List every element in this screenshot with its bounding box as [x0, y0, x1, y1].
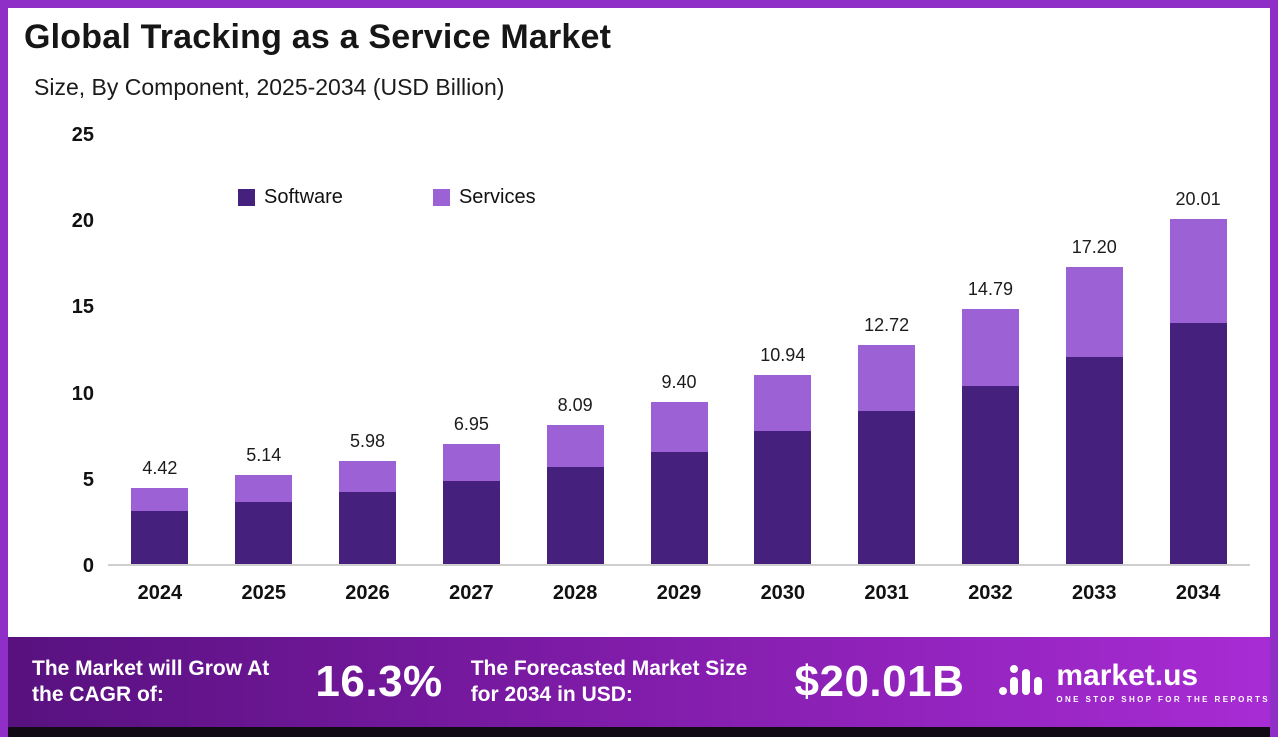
bar-segment-services — [339, 460, 397, 492]
bar-segment-services — [858, 344, 916, 411]
chart-subtitle: Size, By Component, 2025-2034 (USD Billi… — [34, 74, 505, 100]
y-tick-label: 5 — [82, 468, 94, 491]
x-axis-label: 2032 — [968, 582, 1013, 604]
x-axis-label: 2031 — [864, 582, 909, 604]
bar-total-label: 6.95 — [453, 414, 489, 435]
forecast-label: The Forecasted Market Size for 2034 in U… — [470, 656, 748, 706]
cagr-label: The Market will Grow At the CAGR of: — [32, 656, 270, 706]
bar-segment-services — [546, 424, 604, 468]
bar-segment-services — [1065, 267, 1123, 358]
bar-total-label: 8.09 — [557, 394, 593, 415]
bar-segment-software — [546, 467, 604, 564]
x-axis-label: 2024 — [137, 582, 183, 604]
brand-logo: market.us ONE STOP SHOP FOR THE REPORTS — [998, 657, 1270, 708]
bar-segment-services — [131, 487, 189, 511]
bar-group-2025: 5.14 — [235, 445, 293, 564]
bar-total-label: 10.94 — [760, 345, 806, 366]
bar-group-2033: 17.20 — [1065, 237, 1123, 564]
bottom-strip — [8, 727, 1270, 737]
bar-group-2026: 5.98 — [339, 431, 397, 564]
chart-title: Global Tracking as a Service Market — [24, 18, 612, 56]
bar-total-label: 12.72 — [864, 314, 910, 335]
bar-total-label: 5.14 — [246, 445, 282, 466]
bar-segment-software — [235, 501, 293, 564]
bar-segment-software — [961, 386, 1019, 564]
legend-swatch-software — [238, 189, 255, 206]
bar-segment-software — [442, 481, 500, 564]
bar-group-2031: 12.72 — [858, 315, 916, 564]
legend-label-software: Software — [264, 186, 343, 208]
y-tick-label: 0 — [82, 555, 94, 577]
bar-segment-software — [339, 491, 397, 564]
bar-segment-software — [131, 510, 189, 564]
y-tick-label: 25 — [71, 124, 94, 146]
bar-group-2024: 4.42 — [131, 458, 189, 564]
bar-total-label: 9.40 — [661, 371, 697, 392]
cagr-value: 16.3% — [315, 657, 443, 706]
x-axis-label: 2028 — [552, 582, 598, 604]
bar-total-label: 17.20 — [1071, 237, 1117, 258]
legend-swatch-services — [432, 189, 450, 206]
bar-segment-services — [650, 401, 708, 452]
brand-name: market.us — [1056, 659, 1199, 693]
bar-total-label: 5.98 — [350, 430, 386, 451]
x-axis: 2024 2025 2026 2027 2028 2029 2030 2031 2032 2033… — [108, 582, 1250, 612]
bar-group-2028: 8.09 — [546, 395, 604, 564]
bar-segment-services — [754, 375, 812, 432]
bar-group-2029: 9.40 — [650, 372, 708, 564]
x-axis-label: 2027 — [449, 582, 494, 604]
x-axis-label: 2030 — [760, 582, 806, 604]
x-axis-label: 2034 — [1175, 582, 1221, 604]
footer-banner: The Market will Grow At the CAGR of: 16.… — [8, 637, 1270, 727]
bar-segment-services — [961, 309, 1019, 387]
bar-segment-software — [650, 451, 708, 564]
x-axis-label: 2026 — [345, 582, 390, 604]
plot-area: 4.42 5.14 5.98 6.95 8.09 9.40 10.94 12.72 14.79 1… — [108, 135, 1250, 566]
x-axis-label: 2029 — [656, 582, 702, 604]
bar-segment-services — [442, 444, 500, 482]
y-tick-label: 20 — [71, 210, 94, 233]
bar-group-2027: 6.95 — [442, 414, 500, 564]
bar-group-2032: 14.79 — [961, 279, 1019, 564]
bar-segment-software — [858, 410, 916, 564]
bar-segment-software — [1065, 357, 1123, 564]
brand-tagline: ONE STOP SHOP FOR THE REPORTS — [1056, 694, 1270, 704]
y-axis: 0 5 10 15 20 25 — [38, 124, 94, 577]
bar-total-label: 4.42 — [142, 457, 178, 478]
legend-label-services: Services — [458, 186, 536, 208]
brand-text: market.us ONE STOP SHOP FOR THE REPORTS — [1056, 660, 1270, 704]
forecast-value: $20.01B — [794, 657, 965, 706]
x-axis-label: 2033 — [1072, 582, 1117, 604]
bar-group-2030: 10.94 — [754, 345, 812, 564]
market-us-logo-icon — [998, 657, 1044, 708]
bar-segment-software — [754, 431, 812, 564]
bar-segment-services — [1169, 219, 1227, 323]
legend-item-software: Software — [238, 186, 343, 209]
bar-total-label: 20.01 — [1175, 189, 1221, 210]
bar-group-2034: 20.01 — [1169, 189, 1227, 564]
y-tick-label: 10 — [71, 382, 94, 405]
legend: Software Services — [238, 186, 536, 209]
x-axis-label: 2025 — [241, 582, 286, 604]
legend-item-services: Services — [432, 186, 536, 209]
bar-total-label: 14.79 — [967, 279, 1013, 300]
bars: 4.42 5.14 5.98 6.95 8.09 9.40 10.94 12.72 14.79 1… — [108, 135, 1250, 564]
bar-segment-services — [235, 475, 293, 502]
y-tick-label: 15 — [71, 296, 94, 319]
bar-segment-software — [1169, 322, 1227, 564]
